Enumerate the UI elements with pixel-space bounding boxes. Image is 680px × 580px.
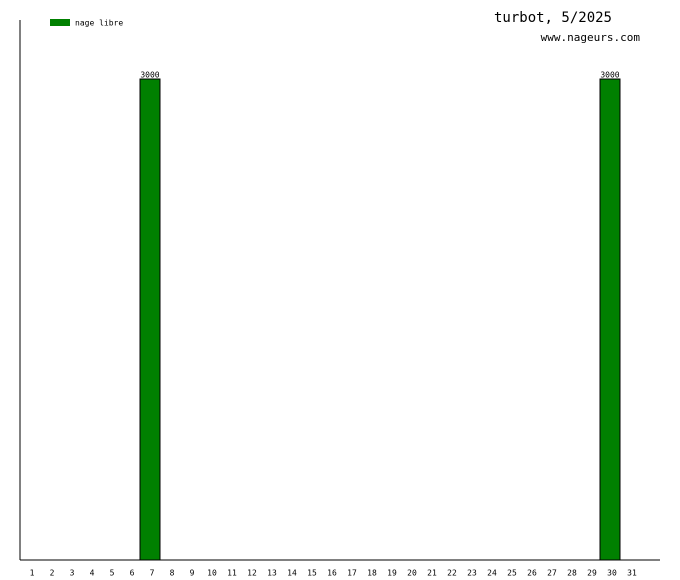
x-tick-label: 12 — [247, 569, 257, 578]
x-tick-label: 21 — [427, 569, 437, 578]
x-tick-label: 6 — [130, 569, 135, 578]
x-tick-label: 19 — [387, 569, 397, 578]
x-tick-label: 13 — [267, 569, 277, 578]
x-tick-label: 18 — [367, 569, 377, 578]
x-tick-label: 10 — [207, 569, 217, 578]
x-tick-label: 2 — [50, 569, 55, 578]
x-tick-label: 15 — [307, 569, 317, 578]
x-tick-label: 5 — [110, 569, 115, 578]
legend-label: nage libre — [75, 19, 123, 28]
x-tick-label: 27 — [547, 569, 557, 578]
chart-subtitle: www.nageurs.com — [541, 31, 641, 44]
x-tick-label: 8 — [170, 569, 175, 578]
x-tick-label: 1 — [30, 569, 35, 578]
x-tick-label: 16 — [327, 569, 337, 578]
value-label: 3000 — [140, 71, 159, 80]
x-tick-label: 20 — [407, 569, 417, 578]
x-tick-label: 25 — [507, 569, 517, 578]
x-tick-label: 24 — [487, 569, 497, 578]
x-tick-label: 23 — [467, 569, 477, 578]
x-tick-label: 7 — [150, 569, 155, 578]
value-label: 3000 — [600, 71, 619, 80]
x-tick-label: 29 — [587, 569, 597, 578]
bar — [599, 78, 621, 561]
x-tick-label: 11 — [227, 569, 237, 578]
x-tick-label: 3 — [70, 569, 75, 578]
x-tick-label: 26 — [527, 569, 537, 578]
x-tick-label: 30 — [607, 569, 617, 578]
chart-title: turbot, 5/2025 — [494, 10, 612, 26]
bar — [139, 78, 161, 561]
x-tick-label: 14 — [287, 569, 297, 578]
x-tick-label: 31 — [627, 569, 637, 578]
x-tick-label: 4 — [90, 569, 95, 578]
x-tick-label: 9 — [190, 569, 195, 578]
legend-swatch — [50, 19, 70, 26]
x-tick-label: 22 — [447, 569, 457, 578]
x-tick-label: 17 — [347, 569, 357, 578]
x-tick-label: 28 — [567, 569, 577, 578]
